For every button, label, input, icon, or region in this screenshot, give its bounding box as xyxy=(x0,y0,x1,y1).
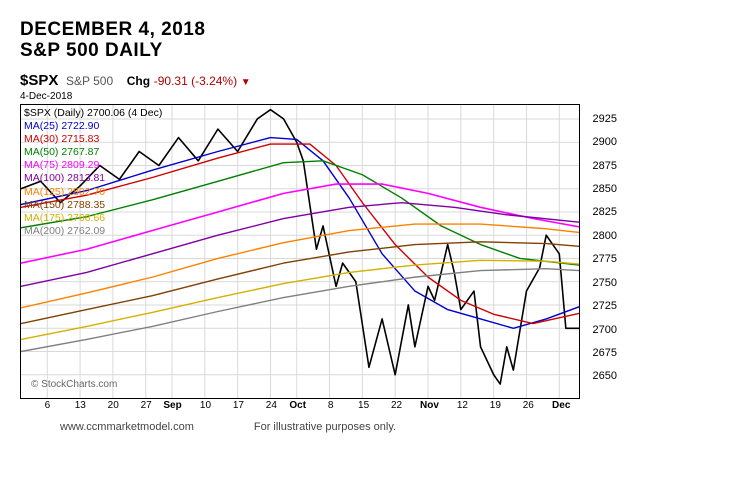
legend-item: MA(30) 2715.83 xyxy=(24,133,162,146)
x-tick-label: 19 xyxy=(490,400,501,411)
x-tick-label: 20 xyxy=(108,400,119,411)
legend-item: MA(25) 2722.90 xyxy=(24,120,162,133)
chart-container: DECEMBER 4, 2018 S&P 500 DAILY $SPX S&P … xyxy=(20,20,726,433)
y-tick-label: 2900 xyxy=(593,136,617,148)
x-tick-label: 8 xyxy=(328,400,334,411)
meta-row: $SPX S&P 500 Chg -90.31 (-3.24%) ▼ xyxy=(20,72,726,89)
y-tick-label: 2875 xyxy=(593,160,617,172)
legend-item: MA(50) 2767.87 xyxy=(24,146,162,159)
legend-item: MA(75) 2809.29 xyxy=(24,159,162,172)
x-tick-label: Dec xyxy=(552,400,570,411)
legend-item: MA(150) 2788.35 xyxy=(24,199,162,212)
legend-item: MA(125) 2802.70 xyxy=(24,186,162,199)
y-tick-label: 2800 xyxy=(593,230,617,242)
x-tick-label: 24 xyxy=(266,400,277,411)
y-tick-label: 2925 xyxy=(593,113,617,125)
x-tick-label: 10 xyxy=(200,400,211,411)
ticker-symbol: $SPX xyxy=(20,72,58,89)
y-tick-label: 2700 xyxy=(593,324,617,336)
ticker-name: S&P 500 xyxy=(66,74,113,88)
date-label: 4-Dec-2018 xyxy=(20,91,726,102)
x-axis: 6 13 20 27 Sep 10 17 24 Oct 8 15 22 Nov 12 19 26 Dec xyxy=(21,400,579,414)
chart-plot-area: $SPX (Daily) 2700.06 (4 Dec)MA(25) 2722.… xyxy=(20,104,580,399)
dropdown-icon[interactable]: ▼ xyxy=(241,77,251,88)
y-tick-label: 2750 xyxy=(593,277,617,289)
chg-label: Chg xyxy=(127,74,150,88)
legend-item: $SPX (Daily) 2700.06 (4 Dec) xyxy=(24,107,162,120)
y-tick-label: 2650 xyxy=(593,370,617,382)
y-tick-label: 2775 xyxy=(593,253,617,265)
x-tick-label: Oct xyxy=(289,400,306,411)
y-tick-label: 2725 xyxy=(593,300,617,312)
legend-item: MA(200) 2762.09 xyxy=(24,225,162,238)
x-tick-label: 22 xyxy=(391,400,402,411)
legend-item: MA(175) 2768.66 xyxy=(24,212,162,225)
footer-note: For illustrative purposes only. xyxy=(254,421,396,433)
x-tick-label: 27 xyxy=(141,400,152,411)
y-tick-label: 2850 xyxy=(593,183,617,195)
title-line-1: DECEMBER 4, 2018 xyxy=(20,20,726,41)
footer: www.ccmmarketmodel.com For illustrative … xyxy=(20,421,726,433)
x-tick-label: 26 xyxy=(523,400,534,411)
y-tick-label: 2825 xyxy=(593,206,617,218)
x-tick-label: 6 xyxy=(45,400,51,411)
x-tick-label: 12 xyxy=(457,400,468,411)
x-tick-label: 13 xyxy=(75,400,86,411)
chg-value: -90.31 (-3.24%) xyxy=(154,74,237,88)
legend: $SPX (Daily) 2700.06 (4 Dec)MA(25) 2722.… xyxy=(24,107,162,238)
legend-item: MA(100) 2813.81 xyxy=(24,172,162,185)
watermark: © StockCharts.com xyxy=(31,379,117,390)
x-tick-label: Nov xyxy=(420,400,439,411)
x-tick-label: 15 xyxy=(358,400,369,411)
x-tick-label: Sep xyxy=(163,400,181,411)
x-tick-label: 17 xyxy=(233,400,244,411)
footer-link[interactable]: www.ccmmarketmodel.com xyxy=(60,421,194,433)
y-tick-label: 2675 xyxy=(593,347,617,359)
title-block: DECEMBER 4, 2018 S&P 500 DAILY xyxy=(20,20,726,62)
title-line-2: S&P 500 DAILY xyxy=(20,41,726,62)
